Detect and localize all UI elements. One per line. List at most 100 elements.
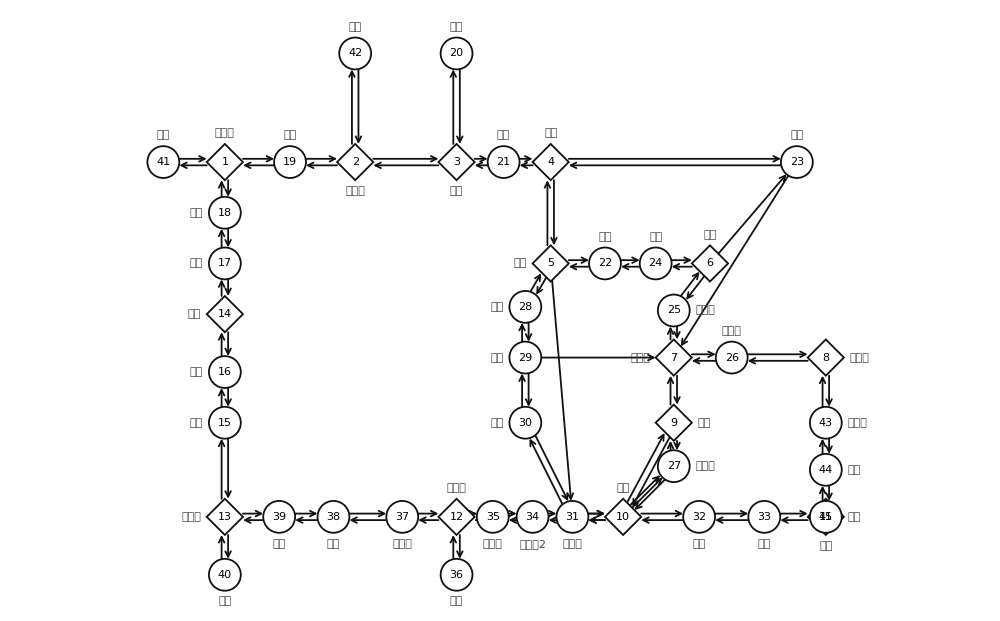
Text: 19: 19 — [283, 157, 297, 167]
Text: 14: 14 — [218, 309, 232, 319]
Text: 23: 23 — [790, 157, 804, 167]
Circle shape — [441, 37, 472, 70]
Circle shape — [263, 501, 295, 533]
Text: 转塘: 转塘 — [190, 418, 203, 428]
Text: 6: 6 — [706, 258, 713, 268]
Text: 43: 43 — [819, 418, 833, 428]
Circle shape — [748, 501, 780, 533]
Circle shape — [589, 248, 621, 279]
Text: 党湾: 党湾 — [848, 512, 861, 522]
Text: 紫金港: 紫金港 — [215, 128, 235, 138]
Text: 五常: 五常 — [190, 258, 203, 268]
Text: 40: 40 — [218, 570, 232, 580]
Circle shape — [810, 407, 842, 438]
Text: 2: 2 — [352, 157, 359, 167]
Text: 3: 3 — [453, 157, 460, 167]
Text: 12: 12 — [449, 512, 464, 522]
Circle shape — [209, 248, 241, 279]
Text: 34: 34 — [526, 512, 540, 522]
Text: 44: 44 — [819, 465, 833, 475]
Text: 25: 25 — [667, 306, 681, 315]
Text: 4: 4 — [547, 157, 554, 167]
Text: 33: 33 — [757, 512, 771, 522]
Text: 绕城东: 绕城东 — [630, 353, 650, 363]
Text: 42: 42 — [348, 48, 362, 58]
Circle shape — [810, 501, 842, 533]
Polygon shape — [337, 144, 373, 180]
Polygon shape — [438, 499, 475, 535]
Text: 盐官西: 盐官西 — [850, 353, 870, 363]
Text: 41: 41 — [156, 157, 170, 167]
Text: 红昆: 红昆 — [616, 483, 630, 493]
Circle shape — [658, 450, 690, 482]
Circle shape — [556, 501, 588, 533]
Text: 大井: 大井 — [544, 128, 557, 138]
Circle shape — [488, 146, 520, 178]
Text: 萧山东2: 萧山东2 — [519, 538, 546, 548]
Text: 萧山南: 萧山南 — [392, 538, 412, 548]
Polygon shape — [605, 499, 641, 535]
Text: 20: 20 — [449, 48, 464, 58]
Text: 5: 5 — [547, 258, 554, 268]
Text: 30: 30 — [518, 418, 532, 428]
Text: 下沙南: 下沙南 — [695, 461, 715, 471]
Text: 39: 39 — [272, 512, 286, 522]
Circle shape — [318, 501, 349, 533]
Text: 机场: 机场 — [692, 538, 706, 548]
Circle shape — [209, 559, 241, 591]
Text: 临浦: 临浦 — [450, 597, 463, 607]
Polygon shape — [533, 144, 569, 180]
Text: 15: 15 — [218, 418, 232, 428]
Polygon shape — [438, 144, 475, 180]
Circle shape — [274, 146, 306, 178]
Text: 26: 26 — [725, 353, 739, 363]
Circle shape — [683, 501, 715, 533]
Text: 24: 24 — [649, 258, 663, 268]
Text: 张家畜: 张家畜 — [447, 483, 466, 493]
Circle shape — [509, 407, 541, 438]
Text: 胡家兄: 胡家兄 — [722, 326, 742, 336]
Text: 27: 27 — [667, 461, 681, 471]
Polygon shape — [533, 245, 569, 281]
Text: 乔司: 乔司 — [514, 258, 527, 268]
Circle shape — [209, 356, 241, 388]
Text: 许村南: 许村南 — [695, 306, 715, 315]
Text: 1: 1 — [221, 157, 228, 167]
Text: 萧山: 萧山 — [490, 418, 504, 428]
Circle shape — [810, 454, 842, 486]
Polygon shape — [656, 405, 692, 441]
Circle shape — [509, 291, 541, 323]
Text: 塘棵: 塘棵 — [450, 22, 463, 32]
Text: 六工段: 六工段 — [848, 418, 867, 428]
Polygon shape — [207, 144, 243, 180]
Text: 袁富: 袁富 — [218, 597, 231, 607]
Text: 袁浦: 袁浦 — [273, 538, 286, 548]
Polygon shape — [808, 499, 844, 535]
Text: 17: 17 — [218, 258, 232, 268]
Text: 余杭: 余杭 — [598, 232, 612, 242]
Text: 37: 37 — [395, 512, 409, 522]
Text: 31: 31 — [565, 512, 579, 522]
Text: 38: 38 — [326, 512, 341, 522]
Text: 崇贤: 崇贤 — [450, 186, 463, 196]
Text: 勾庄: 勾庄 — [283, 130, 297, 140]
Circle shape — [339, 37, 371, 70]
Circle shape — [658, 294, 690, 327]
Text: 13: 13 — [218, 512, 232, 522]
Text: 瓶窩: 瓶窩 — [157, 130, 170, 140]
Circle shape — [640, 248, 672, 279]
Text: 7: 7 — [670, 353, 677, 363]
Text: 义桥: 义桥 — [327, 538, 340, 548]
Circle shape — [441, 559, 472, 591]
Text: 杨江桥: 杨江桥 — [483, 538, 503, 548]
Text: 35: 35 — [486, 512, 500, 522]
Text: 彭埠: 彭埠 — [490, 353, 504, 363]
Text: 留下: 留下 — [188, 309, 201, 319]
Text: 8: 8 — [822, 353, 829, 363]
Text: 杭州南: 杭州南 — [181, 512, 201, 522]
Text: 临平: 临平 — [790, 130, 803, 140]
Circle shape — [781, 146, 813, 178]
Text: 22: 22 — [598, 258, 612, 268]
Polygon shape — [808, 340, 844, 376]
Circle shape — [386, 501, 418, 533]
